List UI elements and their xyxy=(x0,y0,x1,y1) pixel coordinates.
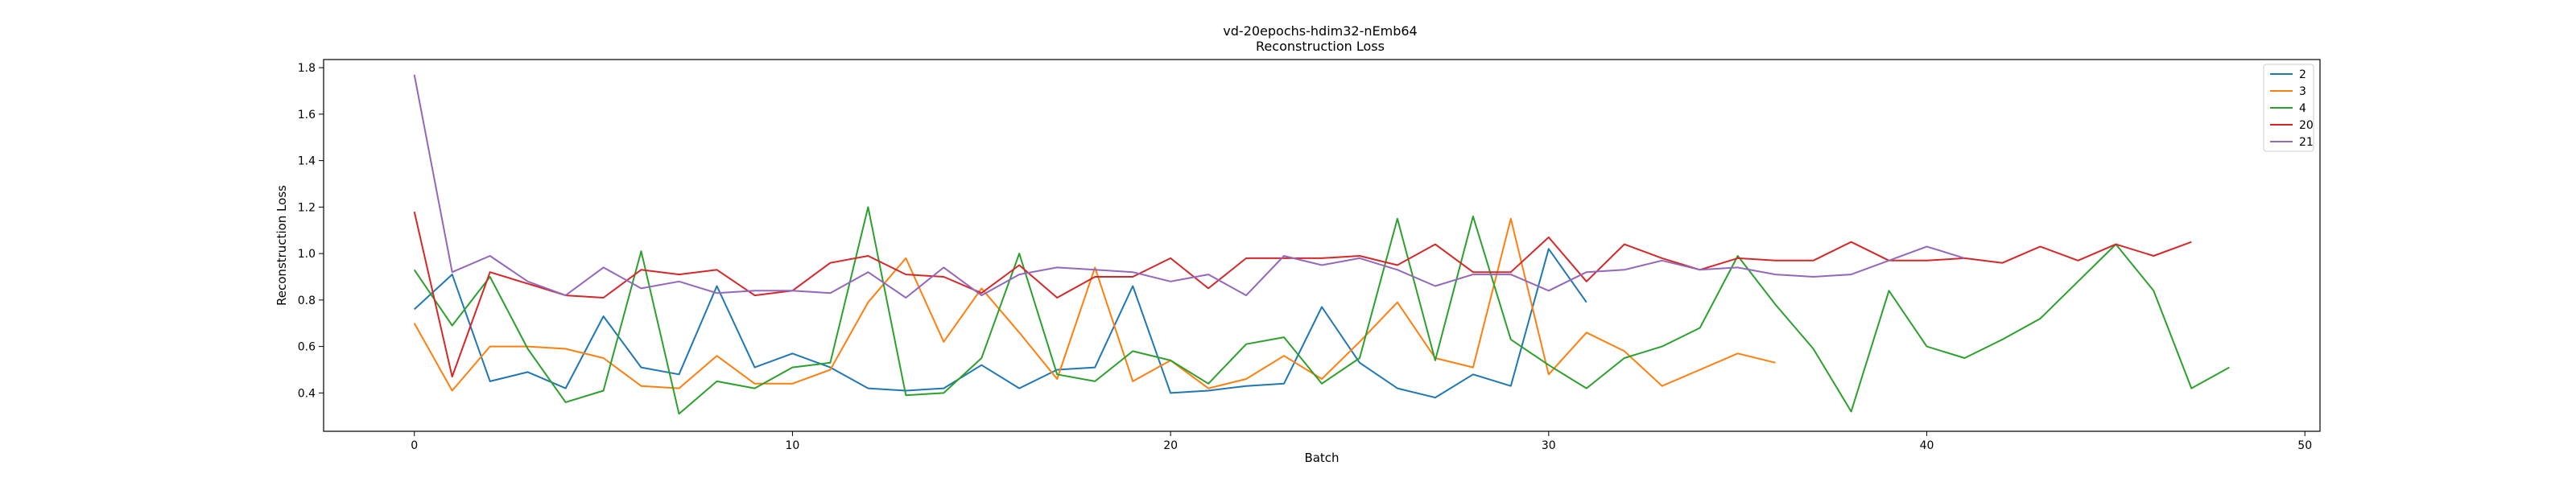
x-axis-label: Batch xyxy=(1304,451,1339,465)
chart-title: vd-20epochs-hdim32-nEmb64 xyxy=(1223,23,1417,39)
y-axis-label: Reconstruction Loss xyxy=(275,185,289,306)
legend: 2 3 4 20 21 xyxy=(2263,64,2314,152)
y-tick-label: 0.4 xyxy=(298,387,316,400)
y-tick-label: 1.0 xyxy=(298,248,316,261)
series-line-20 xyxy=(413,211,2192,378)
y-tick-label: 0.6 xyxy=(298,341,316,354)
chart-subtitle: Reconstruction Loss xyxy=(1256,39,1385,54)
series-line-21 xyxy=(413,74,1965,299)
y-tick-label: 0.8 xyxy=(298,294,316,307)
series-lines xyxy=(413,74,2230,415)
series-line-2 xyxy=(414,248,1587,399)
y-axis-ticks: 0.4 0.6 0.8 1.0 1.2 1.4 1.6 1.8 xyxy=(298,62,324,400)
x-tick-label: 0 xyxy=(411,439,418,452)
x-tick-label: 50 xyxy=(2297,439,2312,452)
legend-label: 21 xyxy=(2299,136,2314,149)
y-tick-label: 1.6 xyxy=(298,109,316,122)
legend-label: 20 xyxy=(2299,119,2314,132)
x-tick-label: 20 xyxy=(1163,439,1178,452)
legend-label: 4 xyxy=(2299,102,2306,115)
legend-label: 3 xyxy=(2299,85,2306,98)
x-axis-ticks: 0 10 20 30 40 50 xyxy=(411,431,2312,452)
plot-frame xyxy=(323,59,2321,432)
y-tick-label: 1.8 xyxy=(298,62,316,75)
series-line-4 xyxy=(413,206,2230,415)
y-tick-label: 1.4 xyxy=(298,155,316,168)
series-line-3 xyxy=(413,217,1776,392)
x-tick-label: 40 xyxy=(1920,439,1934,452)
x-tick-label: 10 xyxy=(786,439,800,452)
legend-label: 2 xyxy=(2299,68,2306,81)
y-tick-label: 1.2 xyxy=(298,201,316,214)
x-tick-label: 30 xyxy=(1542,439,1556,452)
